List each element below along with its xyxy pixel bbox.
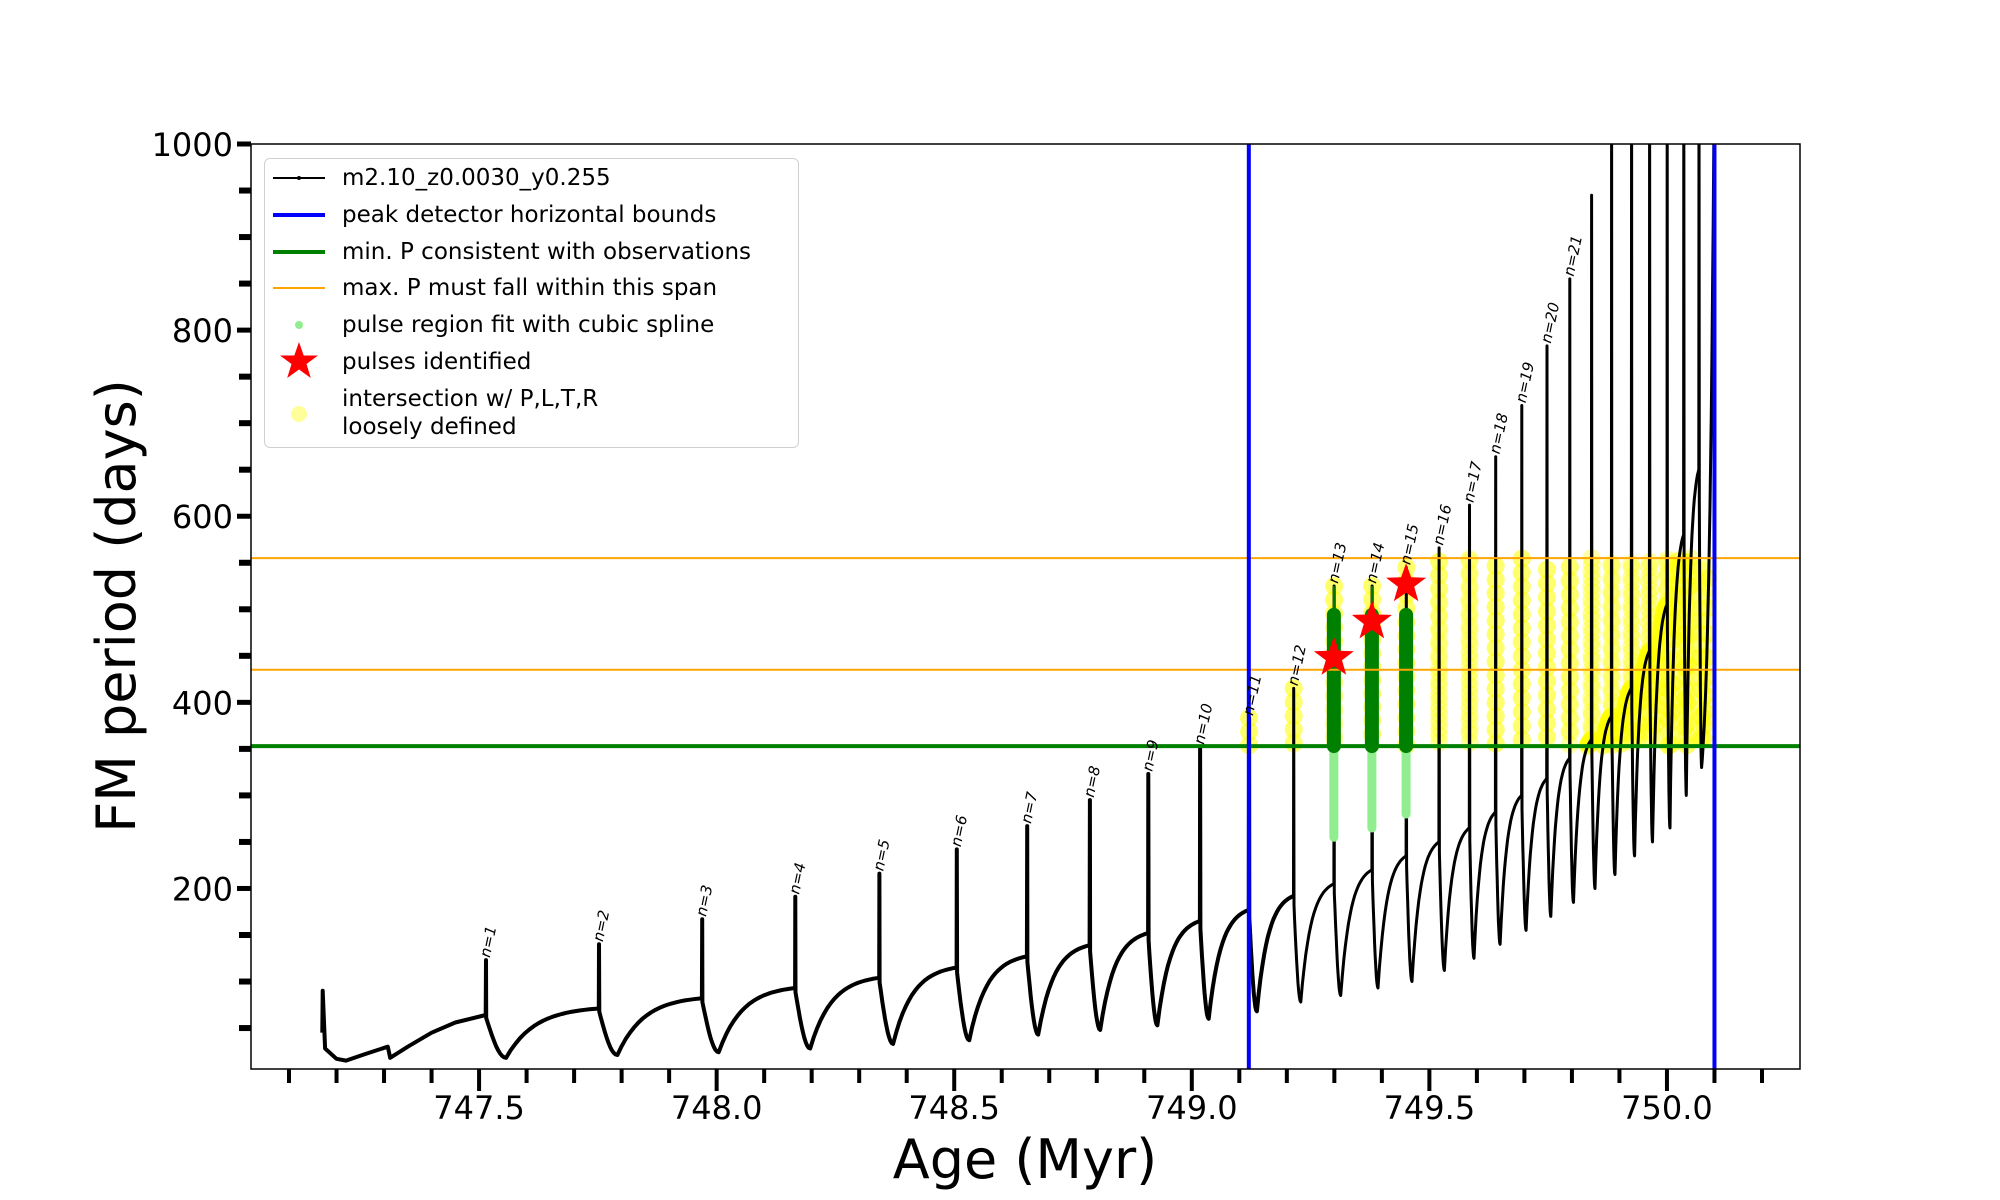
track-segment-pulse-cycle: [954, 847, 1028, 1043]
legend-item-min-period: min. P consistent with observations: [265, 237, 798, 267]
x-axis-label: Age (Myr): [893, 1128, 1158, 1191]
pulse-number-label: n=21: [1560, 234, 1586, 278]
track-segment-pulse-cycle: [1197, 745, 1250, 1021]
track-segment-pulse-cycle: [1609, 144, 1633, 876]
axis-ticks: 747.5 748.0 748.5 749.0 749.5 750.0 200 400 600 8…: [152, 126, 1764, 1127]
model-track: [320, 144, 1716, 1063]
x-tick-label: 748.5: [908, 1089, 1000, 1127]
pulse-number-label: n=7: [1017, 790, 1041, 825]
legend-label: intersection w/ P,L,T,R: [342, 386, 599, 412]
pulse-number-label: n=5: [869, 838, 893, 873]
pulse-number-label: n=16: [1429, 503, 1455, 547]
track-segment-pulse-cycle: [1589, 193, 1613, 890]
track-segment-pulse-cycle: [1246, 716, 1295, 1014]
track-segment-pulse-cycle: [1493, 455, 1523, 946]
pulse-number-label: n=2: [589, 908, 613, 943]
pulse-number-label: n=12: [1284, 643, 1310, 687]
pulse-number-label: n=8: [1080, 764, 1104, 799]
plot-area: n=1 n=2 n=3 n=4 n=5 n=6 n=7 n=8 n=9 n=10 n=11 n=12 n…: [251, 144, 1800, 1069]
track-segment-pulse-cycle: [877, 871, 957, 1046]
track-segment-pulse-cycle: [1087, 798, 1149, 1032]
track-segment-pulse-cycle: [1647, 144, 1669, 844]
x-tick-label: 749.5: [1384, 1089, 1476, 1127]
legend-label: pulses identified: [342, 349, 532, 375]
track-segment-pulse-cycle: [1467, 503, 1497, 960]
legend-label: peak detector horizontal bounds: [342, 202, 717, 228]
track-segment-pre-pulse: [320, 988, 487, 1063]
track-segment-pulse-cycle: [1697, 144, 1716, 769]
legend-item-spline-fit: pulse region fit with cubic spline: [265, 310, 798, 340]
pulse-number-label: n=3: [692, 883, 716, 918]
legend-dot-yellow-icon: [291, 406, 307, 422]
legend-item-max-period-span: max. P must fall within this span: [265, 273, 798, 303]
track-segment-pulse-cycle: [699, 917, 796, 1055]
pulse-identified-star: [1386, 563, 1427, 602]
x-tick-label: 747.5: [433, 1089, 525, 1127]
x-tick-label: 749.0: [1146, 1089, 1238, 1127]
pulse-number-label: n=4: [785, 861, 809, 896]
track-segment-pulse-cycle: [1437, 546, 1471, 972]
pulse-number-label: n=10: [1190, 702, 1216, 746]
pulse-number-label: n=15: [1396, 522, 1422, 566]
legend-item-peak-bounds: peak detector horizontal bounds: [265, 200, 798, 230]
legend-item-model-track: m2.10_z0.0030_y0.255: [265, 163, 798, 193]
legend-label-line2: loosely defined: [342, 414, 517, 440]
pulse-number-label: n=19: [1512, 360, 1538, 404]
legend-item-pulses-identified: pulses identified: [265, 342, 798, 378]
legend-line-orange-icon: [273, 287, 325, 289]
track-segment-pulse-cycle: [1332, 584, 1373, 997]
track-segment-pulse-cycle: [1024, 824, 1091, 1037]
legend-item-intersection: intersection w/ P,L,T,R loosely defined: [265, 385, 798, 443]
x-tick-label: 748.0: [671, 1089, 763, 1127]
track-segment-pulse-cycle: [1520, 404, 1548, 932]
pulse-number-label: n=20: [1537, 301, 1563, 345]
y-tick-label: 1000: [152, 126, 233, 164]
x-tick-label: 750.0: [1621, 1089, 1713, 1127]
track-segment-pulse-cycle: [596, 942, 703, 1057]
pulse-number-label: n=13: [1324, 541, 1350, 585]
pulse-identified-star: [1313, 636, 1354, 675]
y-tick-label: 400: [172, 684, 233, 722]
track-segment-pulse-cycle: [1682, 144, 1701, 797]
track-segment-pulse-cycle: [1665, 144, 1686, 830]
track-segment-pulse-cycle: [1629, 144, 1651, 858]
y-tick-label: 800: [172, 312, 233, 350]
pulse-number-label: n=18: [1486, 411, 1512, 455]
track-segment-pulse-cycle: [1292, 686, 1335, 1004]
legend-label: pulse region fit with cubic spline: [342, 312, 715, 338]
legend-line-green-icon: [273, 250, 325, 254]
track-segment-pulse-cycle: [1404, 565, 1440, 983]
track-segment-pulse-cycle: [1568, 277, 1593, 904]
legend-line-black-icon: [273, 176, 325, 180]
track-segment-pulse-cycle: [1370, 584, 1407, 990]
legend-label: max. P must fall within this span: [342, 275, 718, 301]
legend-star-red-icon: [280, 342, 318, 378]
pulse-number-label: n=11: [1239, 673, 1265, 717]
pulse-number-label: n=1: [476, 924, 500, 959]
legend-label: min. P consistent with observations: [342, 239, 752, 265]
pulse-number-label: n=9: [1138, 738, 1162, 773]
y-tick-label: 200: [172, 870, 233, 908]
track-segment-pulse-cycle: [483, 958, 599, 1060]
legend-label: m2.10_z0.0030_y0.255: [342, 165, 611, 191]
legend-line-blue-icon: [273, 213, 325, 217]
y-tick-label: 600: [172, 498, 233, 536]
track-segment-pulse-cycle: [793, 894, 880, 1051]
legend: m2.10_z0.0030_y0.255 peak detector horiz…: [264, 158, 799, 448]
intersection-markers: [1240, 549, 1718, 755]
pulse-number-label: n=17: [1460, 459, 1486, 503]
legend-dot-lightgreen-icon: [295, 321, 303, 329]
track-segment-pulse-cycle: [1545, 344, 1571, 918]
pulse-number-label: n=6: [947, 814, 971, 849]
pulse-number-label: n=14: [1362, 541, 1388, 585]
track-segment-pulse-cycle: [1146, 772, 1201, 1028]
pulse-identified-star: [1351, 600, 1392, 639]
y-axis-label: FM period (days): [85, 379, 148, 833]
